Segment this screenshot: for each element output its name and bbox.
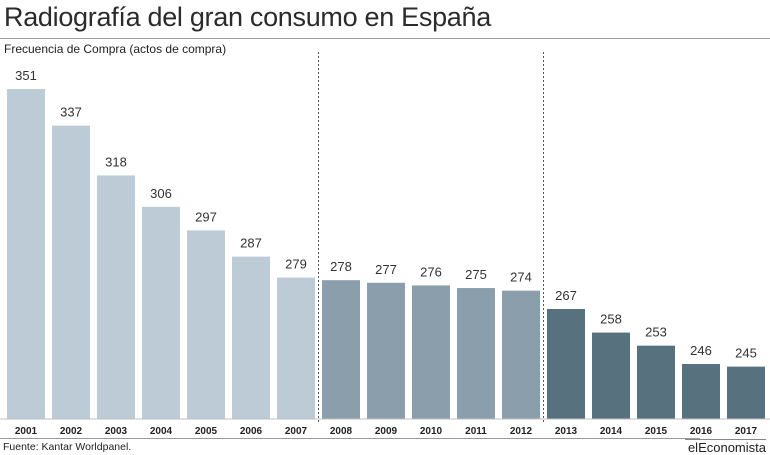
x-tick-2016: 2016 [690, 426, 713, 437]
value-label-2008: 278 [330, 259, 352, 274]
bar-2010 [412, 285, 450, 419]
bar-2016 [682, 364, 720, 419]
x-tick-2005: 2005 [195, 426, 218, 437]
x-tick-2015: 2015 [645, 426, 668, 437]
bar-2008 [322, 280, 360, 419]
x-tick-2008: 2008 [330, 426, 353, 437]
x-tick-2013: 2013 [555, 426, 578, 437]
x-tick-2010: 2010 [420, 426, 443, 437]
x-tick-2012: 2012 [510, 426, 533, 437]
value-label-2004: 306 [150, 186, 172, 201]
title-rule [0, 38, 770, 39]
footer-rule [0, 438, 700, 439]
bar-2004 [142, 206, 180, 419]
x-tick-2004: 2004 [150, 426, 173, 437]
bar-2003 [97, 175, 135, 419]
value-label-2005: 297 [195, 209, 217, 224]
bar-2011 [457, 288, 495, 419]
bar-2006 [232, 256, 270, 419]
value-label-2001: 351 [15, 68, 37, 83]
bar-2002 [52, 125, 90, 420]
bar-2017 [727, 366, 765, 419]
bar-2014 [592, 332, 630, 419]
x-tick-labels: 2001 2002 2003 2004 2005 2006 2007 2008 2009 2010… [15, 426, 758, 437]
value-label-2009: 277 [375, 262, 397, 277]
bar-2005 [187, 230, 225, 419]
bar-2013 [547, 309, 585, 419]
x-tick-2006: 2006 [240, 426, 263, 437]
x-tick-2011: 2011 [465, 426, 487, 437]
x-tick-2003: 2003 [105, 426, 128, 437]
bars [7, 89, 765, 420]
x-tick-2001: 2001 [15, 426, 38, 437]
value-label-2010: 276 [420, 264, 442, 279]
value-label-2014: 258 [600, 312, 622, 327]
value-labels: 351 337 318 306 297 287 279 278 277 276 275 274 267 2… [15, 68, 757, 361]
x-tick-2007: 2007 [285, 426, 308, 437]
bar-2012 [502, 290, 540, 419]
value-label-2016: 246 [690, 343, 712, 358]
brand-logo: elEconomista [684, 439, 766, 455]
x-tick-2002: 2002 [60, 426, 83, 437]
value-label-2013: 267 [555, 288, 577, 303]
value-label-2006: 287 [240, 236, 262, 251]
value-label-2012: 274 [510, 270, 532, 285]
bar-2007 [277, 277, 315, 419]
value-label-2015: 253 [645, 325, 667, 340]
value-label-2003: 318 [105, 154, 127, 169]
period-dividers [318, 52, 544, 424]
x-tick-2014: 2014 [600, 426, 623, 437]
value-label-2017: 245 [735, 346, 757, 361]
chart-title: Radiografía del gran consumo en España [4, 2, 491, 32]
bar-2001 [7, 89, 45, 419]
source-note: Fuente: Kantar Worldpanel. [3, 441, 132, 453]
chart-subtitle: Frecuencia de Compra (actos de compra) [4, 42, 227, 56]
bar-2009 [367, 282, 405, 419]
x-tick-2017: 2017 [735, 426, 758, 437]
value-label-2011: 275 [465, 267, 487, 282]
bar-2015 [637, 345, 675, 419]
value-label-2007: 279 [285, 257, 307, 272]
x-tick-2009: 2009 [375, 426, 398, 437]
value-label-2002: 337 [60, 105, 82, 120]
